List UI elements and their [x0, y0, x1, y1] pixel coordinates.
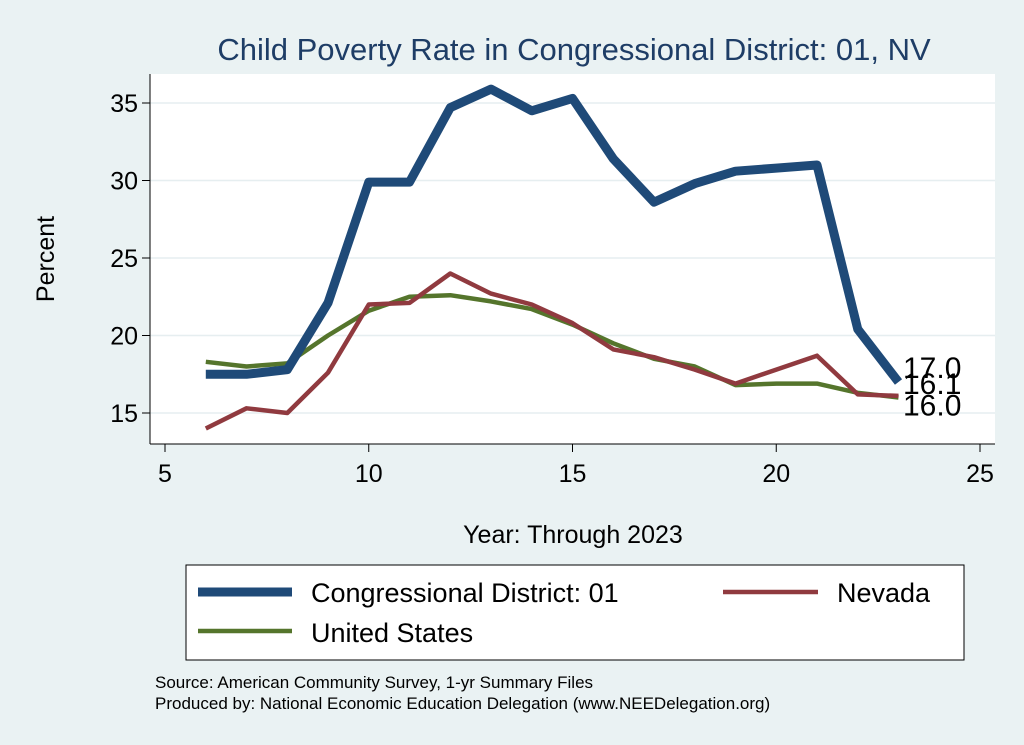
y-tick-label-25: 25	[110, 245, 138, 273]
series-line-united-states	[205, 292, 899, 400]
x-tick-label-15: 15	[559, 460, 587, 488]
legend: Congressional District: 01 Nevada United S…	[198, 578, 931, 648]
legend-label-2: United States	[311, 618, 473, 648]
y-tick-label-35: 35	[110, 90, 138, 118]
x-axis-label: Year: Through 2023	[463, 521, 683, 549]
legend-box	[185, 564, 965, 661]
y-axis-label: Percent	[32, 216, 60, 302]
legend-label-1: Nevada	[837, 578, 931, 608]
x-tick-label-10: 10	[355, 460, 383, 488]
y-tick-label-30: 30	[110, 168, 138, 196]
axis-layer: 15 20 25 30 35 5 10 15 20 25	[110, 74, 995, 488]
source-line-2: Produced by: National Economic Education…	[155, 694, 770, 713]
plot-area	[150, 74, 995, 444]
x-tick-label-20: 20	[762, 460, 790, 488]
legend-label-0: Congressional District: 01	[311, 578, 619, 608]
source-line-1: Source: American Community Survey, 1-yr …	[155, 673, 593, 692]
chart-title: Child Poverty Rate in Congressional Dist…	[217, 32, 931, 67]
end-label-2: 16.0	[903, 390, 961, 423]
end-label-1: 16.1	[903, 368, 961, 401]
y-tick-label-20: 20	[110, 323, 138, 351]
end-labels: 17.016.116.0	[903, 352, 961, 423]
x-tick-label-5: 5	[158, 460, 172, 488]
series-layer	[204, 84, 903, 431]
series-line-congressional-district-01	[205, 84, 903, 385]
end-label-0: 17.0	[903, 352, 961, 385]
y-tick-label-15: 15	[110, 400, 138, 428]
series-line-nevada	[204, 271, 899, 431]
x-tick-label-25: 25	[966, 460, 994, 488]
